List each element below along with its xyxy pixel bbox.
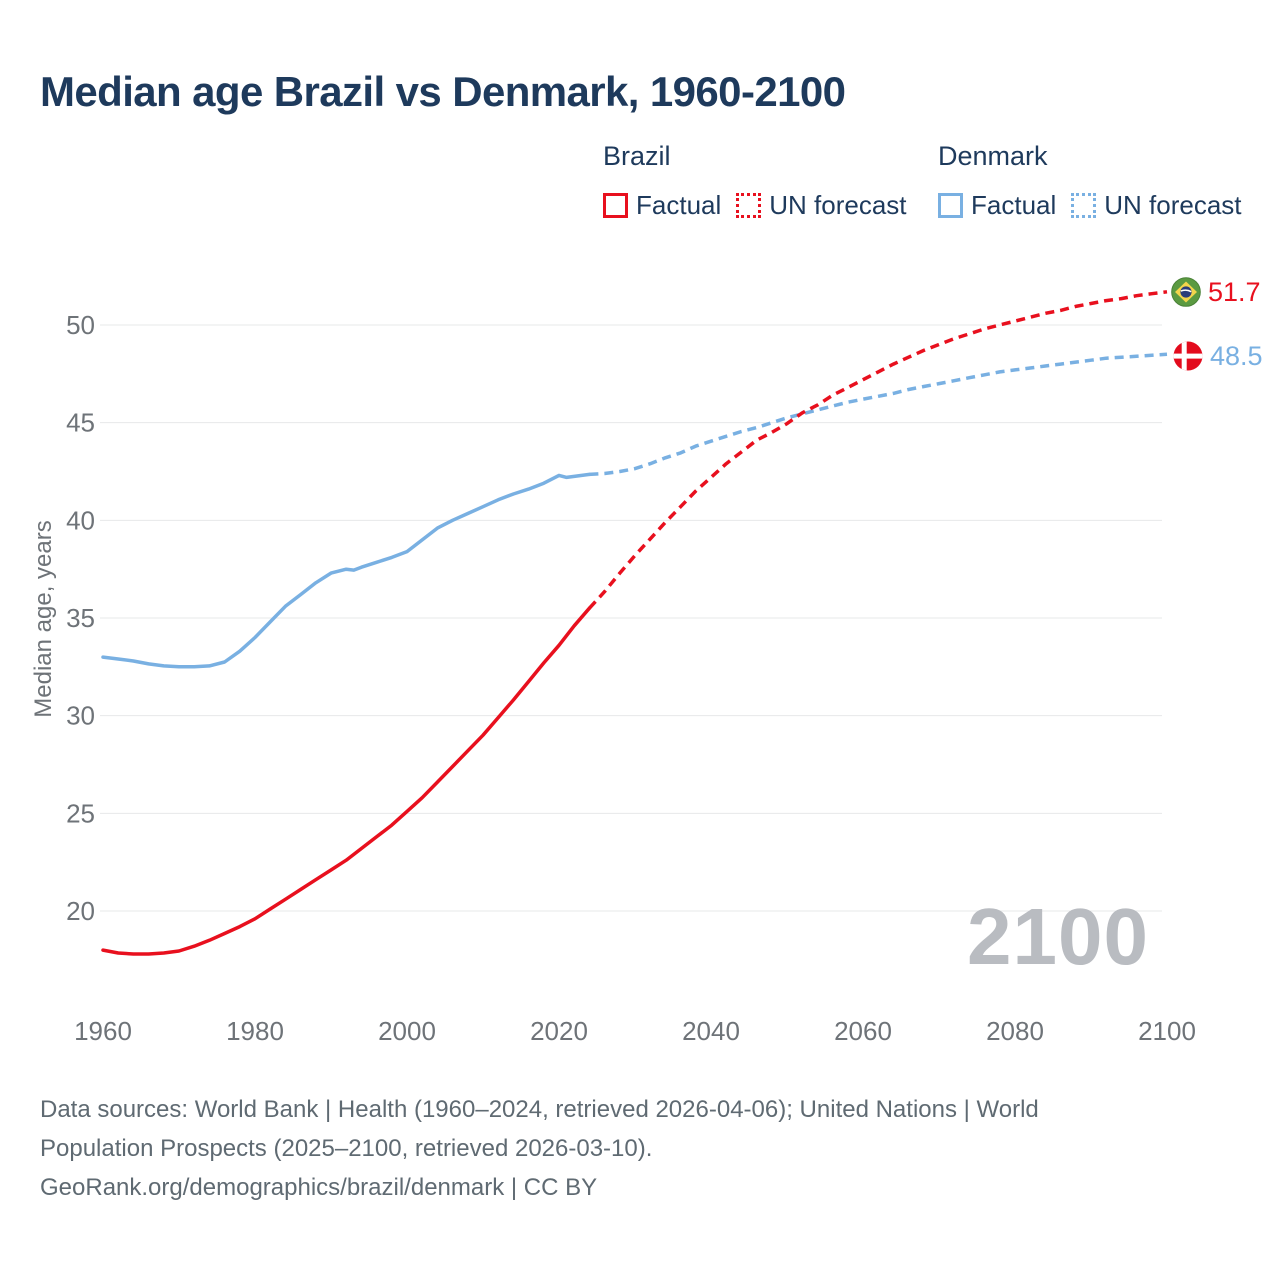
- x-tick-label: 2040: [682, 1016, 740, 1046]
- solid-line-swatch-icon: [938, 193, 963, 218]
- y-tick-label: 20: [66, 896, 95, 926]
- dotted-line-swatch-icon: [1071, 193, 1097, 218]
- legend-item-label: UN forecast: [1104, 190, 1242, 220]
- x-tick-label: 2080: [986, 1016, 1044, 1046]
- x-tick-label: 2060: [834, 1016, 892, 1046]
- data-sources-line-1: Data sources: World Bank | Health (1960–…: [40, 1096, 1039, 1123]
- legend-group-denmark: Denmark Factual UN forecast: [938, 143, 1242, 221]
- x-tick-label: 1960: [74, 1016, 132, 1046]
- end-value-denmark: 48.5: [1210, 340, 1263, 371]
- y-tick-label: 25: [66, 798, 95, 828]
- legend-group-brazil: Brazil Factual UN forecast: [603, 143, 907, 221]
- y-tick-label: 45: [66, 408, 95, 438]
- x-tick-label: 2020: [530, 1016, 588, 1046]
- denmark-flag-icon: [1173, 341, 1203, 371]
- x-tick-label: 1980: [226, 1016, 284, 1046]
- x-tick-label: 2100: [1138, 1016, 1196, 1046]
- data-sources-line-2: Population Prospects (2025–2100, retriev…: [40, 1135, 653, 1162]
- legend-item-label: Factual: [971, 190, 1057, 220]
- legend-group-title: Brazil: [603, 141, 671, 171]
- legend-item-label: Factual: [636, 190, 722, 220]
- legend-item-brazil-forecast[interactable]: UN forecast: [736, 190, 907, 221]
- legend-group-title: Denmark: [938, 141, 1048, 171]
- y-tick-label: 50: [66, 310, 95, 340]
- brazil-flag-icon: [1171, 277, 1201, 307]
- watermark-year: 2100: [967, 892, 1149, 981]
- page-title: Median age Brazil vs Denmark, 1960-2100: [40, 68, 846, 115]
- dotted-line-swatch-icon: [736, 193, 762, 218]
- source-url-line: GeoRank.org/demographics/brazil/denmark …: [40, 1174, 598, 1201]
- series-denmark-forecast: [589, 352, 1168, 477]
- x-tick-label: 2000: [378, 1016, 436, 1046]
- end-label-denmark: 48.5: [1173, 341, 1263, 371]
- series-brazil-forecast: [588, 290, 1168, 610]
- series-brazil-factual: [101, 606, 592, 956]
- solid-line-swatch-icon: [603, 193, 628, 218]
- legend-items: Factual UN forecast: [938, 190, 1242, 221]
- legend-items: Factual UN forecast: [603, 190, 907, 221]
- y-tick-label: 35: [66, 603, 95, 633]
- y-tick-label: 30: [66, 701, 95, 731]
- legend-item-denmark-forecast[interactable]: UN forecast: [1071, 190, 1242, 221]
- legend-item-denmark-factual[interactable]: Factual: [938, 190, 1056, 221]
- legend-item-label: UN forecast: [769, 190, 907, 220]
- y-tick-label: 40: [66, 505, 95, 535]
- end-label-brazil: 51.7: [1171, 277, 1261, 307]
- legend-item-brazil-factual[interactable]: Factual: [603, 190, 721, 221]
- series-denmark-factual: [101, 472, 592, 669]
- end-value-brazil: 51.7: [1208, 276, 1261, 307]
- footer: Data sources: World Bank | Health (1960–…: [40, 1090, 1170, 1207]
